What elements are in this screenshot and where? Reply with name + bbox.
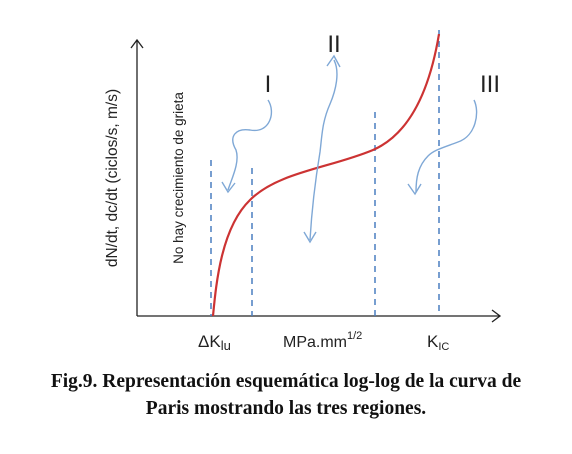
no-growth-label: No hay crecimiento de grieta xyxy=(171,92,186,264)
caption-line-1: Fig.9. Representación esquemática log-lo… xyxy=(50,371,522,392)
delta-k-threshold-label: ΔKlu xyxy=(198,332,231,353)
figure-caption: Fig.9. Representación esquemática log-lo… xyxy=(0,368,572,422)
caption-line-2: Paris mostrando las tres regiones. xyxy=(145,398,427,419)
x-axis-arrowhead xyxy=(491,309,502,323)
region-arrows xyxy=(221,54,478,244)
kic-label: KIC xyxy=(427,332,449,353)
paris-curve xyxy=(211,33,441,317)
region-iii-arrow xyxy=(415,99,478,193)
region-i-arrowhead xyxy=(221,181,236,194)
region-ii-label: II xyxy=(327,31,340,58)
region-iii-label: III xyxy=(480,71,500,98)
region-ii-arrowhead-top xyxy=(326,54,341,68)
y-axis-label: dN/dt, dc/dt (ciclos/s, m/s) xyxy=(104,89,121,267)
region-ii-arrowhead-bottom xyxy=(303,231,317,244)
region-i-arrow xyxy=(227,99,273,191)
region-iii-arrowhead xyxy=(407,183,422,196)
region-boundaries xyxy=(210,30,440,316)
x-axis-units-label: MPa.mm1/2 xyxy=(283,330,362,351)
region-i-label: I xyxy=(265,71,272,98)
region-ii-arrow xyxy=(309,59,338,241)
y-axis-arrowhead xyxy=(130,38,144,49)
